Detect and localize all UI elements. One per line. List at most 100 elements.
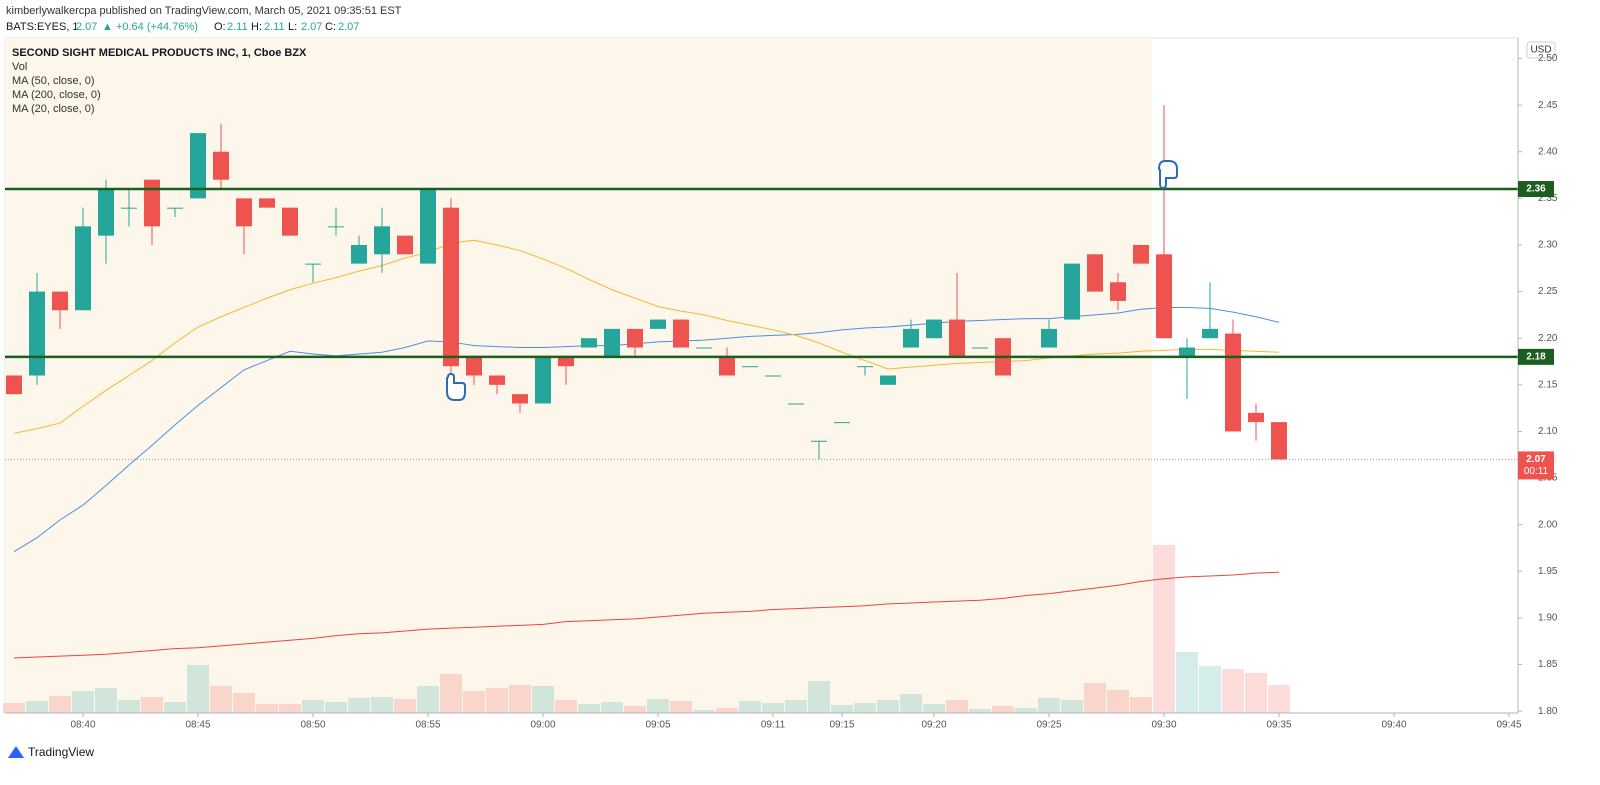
candle-body <box>1179 347 1195 357</box>
volume-bar <box>808 681 830 713</box>
volume-bar <box>164 702 186 713</box>
volume-bar <box>210 686 232 713</box>
last-price-label: 2.07 <box>1526 454 1546 465</box>
candle-body <box>949 319 965 357</box>
volume-bar <box>463 691 485 713</box>
legend-entry: MA (200, close, 0) <box>12 89 101 101</box>
volume-bar <box>624 706 646 713</box>
volume-bar <box>417 686 439 713</box>
candle-body <box>351 244 367 264</box>
candle-body <box>374 226 390 255</box>
volume-bar <box>72 691 94 713</box>
chart-title: SECOND SIGHT MEDICAL PRODUCTS INC, 1, Cb… <box>12 47 307 59</box>
volume-bar <box>601 702 623 713</box>
quote-part: L: <box>288 21 297 33</box>
candle-body <box>259 198 275 208</box>
quote-part: 2.07 <box>338 21 359 33</box>
currency-box <box>1526 41 1556 59</box>
volume-bar <box>26 701 48 713</box>
y-tick-label: 2.45 <box>1538 100 1558 111</box>
x-tick-label: 09:25 <box>1036 720 1061 731</box>
x-tick-label: 09:11 <box>761 720 786 731</box>
candle-body <box>627 328 643 348</box>
volume-bar <box>233 693 255 713</box>
volume-bar <box>670 701 692 713</box>
volume-bar <box>95 688 117 713</box>
volume-bar <box>854 703 876 713</box>
y-tick-label: 1.85 <box>1538 659 1558 670</box>
candle-body <box>190 133 206 199</box>
candle-body <box>397 235 413 255</box>
candle-body <box>75 226 91 311</box>
y-tick-label: 2.30 <box>1538 240 1558 251</box>
candle-body <box>604 328 620 357</box>
y-tick-label: 2.20 <box>1538 333 1558 344</box>
candle-body <box>558 356 574 367</box>
ma-line <box>13 571 1280 659</box>
quote-part: 2.11 <box>227 21 248 33</box>
candle-body <box>512 394 528 404</box>
candle-body <box>29 291 45 376</box>
quote-part: O: <box>214 21 226 33</box>
volume-bar <box>141 697 163 713</box>
x-tick-label: 09:40 <box>1381 720 1406 731</box>
volume-bar <box>831 705 853 713</box>
candle-body <box>282 207 298 236</box>
volume-bar <box>739 701 761 713</box>
volume-bar <box>1245 673 1267 713</box>
volume-bar <box>256 704 278 713</box>
volume-bar <box>440 674 462 713</box>
brand-logo <box>8 746 24 758</box>
candle-body <box>466 356 482 376</box>
x-tick-label: 09:15 <box>829 720 854 731</box>
volume-bar <box>693 710 715 713</box>
volume-bar <box>394 699 416 713</box>
legend-entry: MA (50, close, 0) <box>12 75 95 87</box>
brand: TradingView <box>28 745 94 759</box>
candle-body <box>696 347 712 349</box>
candle-body <box>535 356 551 404</box>
volume-bar <box>1015 708 1037 713</box>
candle-body <box>144 179 160 227</box>
y-tick-label: 2.35 <box>1538 193 1558 204</box>
volume-bar <box>1130 697 1152 713</box>
quote-part: BATS:EYES, 1 <box>6 21 79 33</box>
candle-body <box>305 263 321 265</box>
volume-bar <box>992 706 1014 713</box>
candle-body <box>213 151 229 180</box>
candle-body <box>926 319 942 339</box>
y-tick-label: 1.95 <box>1538 566 1558 577</box>
volume-bar <box>532 686 554 713</box>
x-tick-label: 09:00 <box>530 720 555 731</box>
volume-bar <box>1176 652 1198 713</box>
quote-part: 2.07 <box>76 21 97 33</box>
candle-body <box>719 356 735 376</box>
y-tick-label: 2.50 <box>1538 53 1558 64</box>
volume-bar <box>555 700 577 713</box>
candle-body <box>1202 328 1218 339</box>
level-label-box <box>1518 348 1554 365</box>
candle-body <box>673 319 689 348</box>
volume-bar <box>969 709 991 713</box>
y-tick-label: 2.25 <box>1538 286 1558 297</box>
y-tick-label: 2.40 <box>1538 146 1558 157</box>
currency: USD <box>1530 45 1551 56</box>
candle-body <box>1110 282 1126 301</box>
volume-bar <box>578 704 600 713</box>
volume-bar <box>1222 669 1244 713</box>
volume-bar <box>279 704 301 713</box>
candle-body <box>650 319 666 329</box>
volume-bar <box>371 697 393 713</box>
volume-bar <box>1038 698 1060 713</box>
legend-entry: MA (20, close, 0) <box>12 103 95 115</box>
y-tick-label: 1.90 <box>1538 613 1558 624</box>
candle-body <box>742 366 758 368</box>
countdown: 00:11 <box>1524 466 1549 477</box>
candle-body <box>1041 328 1057 348</box>
volume-bar <box>1107 690 1129 713</box>
level-label: 2.18 <box>1526 351 1546 362</box>
volume-bar <box>785 700 807 713</box>
candle-body <box>489 375 505 385</box>
